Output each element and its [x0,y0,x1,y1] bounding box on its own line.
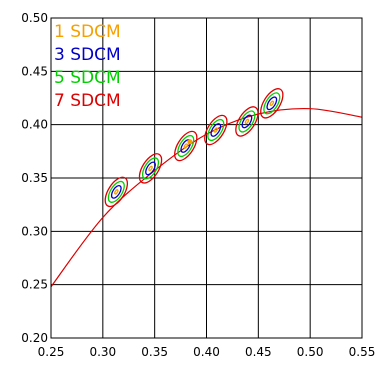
sdcm-5-ellipse [238,110,256,133]
sdcm-7-ellipse [235,106,259,137]
locus-curve-layer [50,107,363,288]
sdcm-7-ellipse [204,114,228,146]
plot-frame [50,17,363,339]
sdcm-5-ellipse [177,134,195,158]
x-tick-label: 0.25 [38,345,65,359]
planckian-locus-curve [50,107,363,288]
sdcm-3-ellipse [145,161,156,176]
sdcm-3-ellipse [210,123,222,137]
x-tick-label: 0.50 [297,345,324,359]
y-tick-labels: 0.20 0.25 0.30 0.35 0.40 0.45 0.50 [21,11,48,345]
y-tick-label: 0.40 [21,118,48,132]
y-tick-label: 0.50 [21,11,48,25]
sdcm-3-ellipse [241,114,253,129]
legend-item: 3 SDCM [54,45,121,65]
sdcm-5-ellipse [141,157,160,180]
grid-lines [51,18,362,338]
sdcm-1-ellipse [244,118,250,125]
sdcm-5-ellipse [207,118,225,142]
sdcm-ellipse-group [138,153,163,184]
legend-item: 1 SDCM [54,22,121,42]
sdcm-5-ellipse [107,180,125,203]
sdcm-7-ellipse [104,176,129,208]
y-tick-label: 0.35 [21,171,48,185]
legend-item: 5 SDCM [54,68,121,88]
x-tick-label: 0.35 [141,345,168,359]
y-tick-label: 0.20 [21,331,48,345]
x-tick-label: 0.55 [349,345,376,359]
sdcm-ellipse-group [204,114,228,146]
sdcm-7-ellipse [138,153,163,184]
sdcm-1-ellipse [213,127,219,133]
sdcm-ellipse-group [104,176,129,208]
sdcm-1-ellipse [148,165,153,172]
sdcm-3-ellipse [110,184,122,199]
sdcm-1-ellipse [114,189,119,195]
x-tick-label: 0.30 [89,345,116,359]
sdcm-ellipse-group [174,130,198,162]
sdcm-ellipses [104,88,284,208]
sdcm-ellipse-group [235,106,259,137]
sdcm-3-ellipse [266,96,278,111]
legend-item: 7 SDCM [54,91,121,111]
sdcm-1-ellipse [269,100,275,107]
y-tick-label: 0.30 [21,224,48,238]
sdcm-5-ellipse [263,92,281,115]
y-tick-label: 0.45 [21,64,48,78]
sdcm-7-ellipse [174,130,198,162]
sdcm-ellipse-group [260,88,284,119]
sdcm-1-ellipse [183,143,188,149]
y-tick-label: 0.25 [21,278,48,292]
sdcm-7-ellipse [260,88,284,119]
x-tick-label: 0.40 [193,345,220,359]
x-tick-label: 0.45 [245,345,272,359]
x-tick-labels: 0.25 0.30 0.35 0.40 0.45 0.50 0.55 [38,345,376,359]
orange-point [187,139,193,145]
legend: 1 SDCM 3 SDCM 5 SDCM 7 SDCM [54,22,121,111]
